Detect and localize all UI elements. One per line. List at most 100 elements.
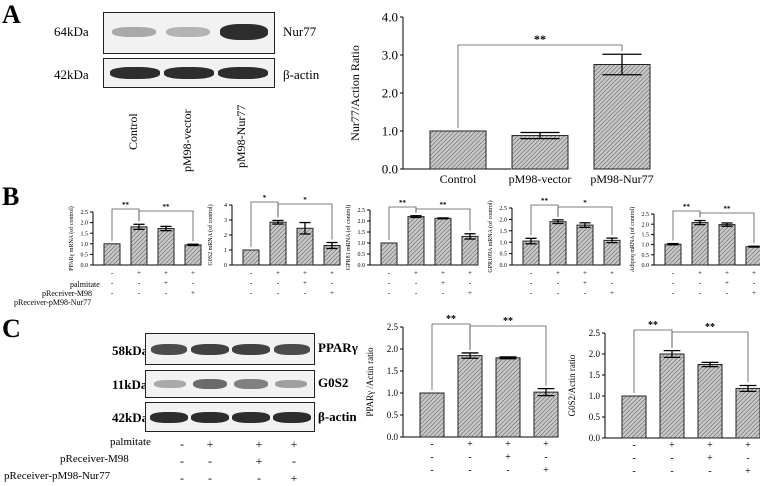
significance-label: ** [122,201,130,209]
band [110,67,160,79]
y-tick-label: 2.5 [387,322,399,332]
bar [103,243,121,266]
y-axis-label: PPARγ mRNA (of control) [68,206,75,271]
condition-sign: + [290,437,298,451]
condition-sign: - [672,279,675,287]
y-axis-label: GPR81 mRNA (of control) [345,205,352,270]
condition-sign: + [330,289,334,297]
condition-sign: - [672,269,675,277]
y-tick-label: 4.0 [382,10,398,25]
condition-sign: - [180,471,184,485]
x-tick-label: pM98-Nur77 [590,172,653,186]
condition-sign: + [583,269,587,277]
condition-sign: - [468,465,471,476]
condition-sign: - [442,289,445,297]
y-tick-label: 1.5 [81,231,89,237]
significance-bracket [457,44,623,128]
band [166,27,210,37]
condition-label: palmitate [110,436,151,448]
condition-sign: + [745,466,751,477]
y-tick-label: 2.0 [589,349,601,359]
y-axis-label: G0S2 mRNA (of control) [207,204,214,265]
y-axis-label: GPR109A mRNA (of control) [487,200,494,272]
protein-label: PPARγ [318,340,358,355]
condition-sign: + [610,269,614,277]
band [275,380,307,388]
y-tick-label: 1.0 [642,243,650,249]
condition-sign: - [611,279,614,287]
significance-label: * [583,199,587,207]
y-axis-label: Adipoq mRNA (of control) [629,207,636,273]
condition-label: pReceiver-M98 [60,453,129,465]
y-tick-label: 0.0 [500,263,508,269]
condition-sign: - [506,465,509,476]
condition-sign: - [138,289,141,297]
significance-bracket [469,325,547,386]
band [234,379,268,389]
y-tick-label: 3.0 [382,48,398,63]
blot-strip-g0s2 [145,370,315,398]
bar [495,357,521,438]
significance-label: ** [541,197,549,205]
significance-bracket [415,208,471,231]
significance-label: ** [648,320,658,331]
bar [735,387,760,439]
condition-sign: + [583,279,587,287]
band [218,67,268,79]
condition-sign: - [257,471,261,485]
condition-sign: + [468,289,472,297]
condition-sign: + [505,452,511,463]
protein-label: β-actin [283,67,320,82]
condition-label: pReceiver-pM98-Nur77 [14,298,92,307]
y-tick-label: 2.5 [589,328,601,338]
bar [697,364,723,439]
condition-sign: + [543,439,549,450]
significance-label: ** [503,316,513,327]
condition-sign: + [725,279,729,287]
condition-sign: - [180,454,184,468]
condition-sign: + [752,269,756,277]
significance-label: * [263,194,267,202]
y-tick-label: 0.5 [642,253,650,259]
y-tick-label: 2 [224,233,227,239]
condition-sign: - [250,279,253,287]
bar [380,242,398,266]
blot-strip-nur77 [103,12,275,54]
condition-sign: + [330,269,334,277]
band [274,344,310,355]
y-tick-label: 2.5 [642,212,650,218]
significance-label: ** [446,314,456,325]
blot-strip-pparg [145,333,315,365]
condition-sign: - [530,289,533,297]
bar [429,130,487,170]
condition-sign: - [388,289,391,297]
y-tick-label: 0.0 [358,263,366,269]
condition-sign: + [137,269,141,277]
y-tick-label: 2.5 [81,210,89,216]
x-tick-label: Control [440,172,477,186]
condition-sign: + [707,440,713,451]
y-axis-label: PPARγ /Actin ratio [365,347,375,417]
condition-sign: - [415,289,418,297]
condition-sign: - [726,289,729,297]
y-tick-label: 1.5 [358,230,366,236]
bar [621,395,647,439]
y-tick-label: 0 [224,263,227,269]
y-tick-label: 1.0 [382,124,398,139]
condition-sign: + [191,289,195,297]
condition-sign: + [414,269,418,277]
y-tick-label: 2.0 [387,344,399,354]
blot-strip-actin [103,58,275,88]
significance-label: * [303,196,307,204]
condition-sign: + [255,454,263,468]
condition-sign: + [669,440,675,451]
y-tick-label: 0.0 [387,432,399,442]
condition-sign: - [746,453,749,464]
y-tick-label: 2.0 [500,218,508,224]
condition-sign: - [180,437,184,451]
